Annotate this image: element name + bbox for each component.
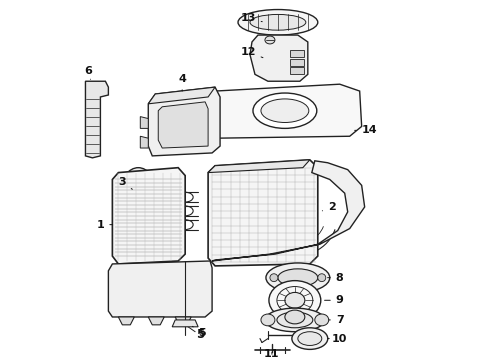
Polygon shape <box>119 317 134 325</box>
Polygon shape <box>208 160 310 172</box>
Polygon shape <box>172 320 198 327</box>
Text: 3: 3 <box>119 177 132 189</box>
Ellipse shape <box>138 189 152 205</box>
Ellipse shape <box>298 332 322 346</box>
Polygon shape <box>158 102 208 148</box>
Ellipse shape <box>269 281 321 320</box>
Ellipse shape <box>285 310 305 324</box>
Bar <box>290 50 304 57</box>
Ellipse shape <box>250 14 306 30</box>
Text: 5: 5 <box>196 328 204 341</box>
Text: 10: 10 <box>328 334 347 343</box>
Ellipse shape <box>265 308 325 332</box>
Polygon shape <box>148 87 215 104</box>
Polygon shape <box>148 87 220 156</box>
Ellipse shape <box>261 99 309 122</box>
Ellipse shape <box>238 9 318 35</box>
Polygon shape <box>140 136 148 148</box>
Bar <box>290 59 304 66</box>
Text: 9: 9 <box>324 295 343 305</box>
Polygon shape <box>140 117 148 129</box>
Text: 13: 13 <box>240 13 262 23</box>
Ellipse shape <box>124 180 140 198</box>
Polygon shape <box>208 160 318 266</box>
Text: 5: 5 <box>193 327 206 338</box>
Ellipse shape <box>121 168 156 217</box>
Text: 7: 7 <box>328 315 343 325</box>
Ellipse shape <box>253 93 317 129</box>
Polygon shape <box>250 35 308 81</box>
Ellipse shape <box>266 263 330 292</box>
Polygon shape <box>112 168 185 264</box>
Polygon shape <box>175 317 191 325</box>
Ellipse shape <box>265 36 275 44</box>
Polygon shape <box>212 161 365 261</box>
Text: 12: 12 <box>240 47 263 58</box>
Text: 8: 8 <box>327 273 343 283</box>
Text: 1: 1 <box>97 220 112 230</box>
Ellipse shape <box>277 312 313 328</box>
Ellipse shape <box>278 269 318 287</box>
Text: 2: 2 <box>322 202 336 212</box>
Polygon shape <box>148 317 164 325</box>
Ellipse shape <box>270 274 278 282</box>
Polygon shape <box>108 261 212 317</box>
Text: 4: 4 <box>178 74 186 91</box>
Polygon shape <box>198 84 362 138</box>
Text: 6: 6 <box>84 66 93 79</box>
Text: 11: 11 <box>264 349 280 359</box>
Polygon shape <box>85 81 108 158</box>
Text: 14: 14 <box>355 125 377 135</box>
Ellipse shape <box>318 274 326 282</box>
Ellipse shape <box>315 314 329 326</box>
Ellipse shape <box>261 314 275 326</box>
Bar <box>290 67 304 75</box>
Ellipse shape <box>285 292 305 308</box>
Ellipse shape <box>292 328 328 350</box>
